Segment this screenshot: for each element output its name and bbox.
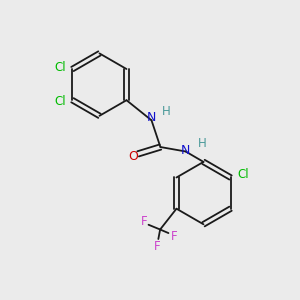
Text: O: O — [128, 150, 138, 163]
Text: Cl: Cl — [237, 168, 249, 181]
Text: F: F — [154, 240, 160, 253]
Text: H: H — [198, 137, 206, 150]
Text: F: F — [171, 230, 178, 243]
Text: N: N — [181, 143, 190, 157]
Text: N: N — [147, 111, 156, 124]
Text: Cl: Cl — [54, 95, 66, 108]
Text: Cl: Cl — [54, 61, 66, 74]
Text: F: F — [140, 215, 147, 228]
Text: H: H — [161, 106, 170, 118]
